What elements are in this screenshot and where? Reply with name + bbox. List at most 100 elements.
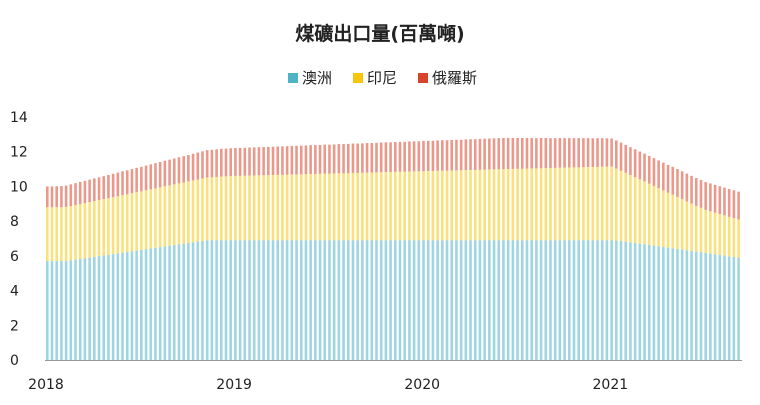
bar-segment-2 [544,168,548,241]
bar-segment-2 [187,181,190,244]
legend: 澳洲 印尼 俄羅斯 [288,69,477,87]
bar-segment-1 [234,240,237,360]
bar-segment-1 [182,243,185,360]
bar-segment-2 [516,168,519,241]
bar-segment-1 [318,240,322,360]
bar-segment-1 [299,240,303,360]
bar-segment-1 [328,240,331,360]
bar-segment-1 [647,244,651,360]
bar-segment-1 [690,251,693,360]
bar-segment-2 [102,199,106,256]
bar-segment-3 [473,139,477,170]
bar-segment-3 [234,148,237,176]
bar-segment-2 [248,175,251,241]
bar-segment-2 [492,169,496,241]
bar-segment-1 [121,252,124,360]
bar-segment-2 [69,206,73,261]
bar-segment-3 [271,146,275,175]
legend-swatch-1 [288,73,298,83]
x-tick-label: 2020 [404,377,440,393]
bar-segment-2 [652,185,656,246]
bar-segment-3 [318,144,322,174]
bar-segment-1 [492,240,496,360]
bar-segment-2 [483,169,486,241]
bar-segment-3 [97,177,101,201]
bar-segment-1 [666,247,670,360]
legend-label-2: 印尼 [367,69,397,87]
bar-segment-3 [506,138,510,170]
bar-segment-1 [699,252,703,360]
bar-segment-2 [445,170,449,241]
bar-segment-2 [154,188,157,248]
y-tick-label: 0 [10,353,19,369]
bar-segment-1 [676,248,679,360]
bar-segment-1 [426,240,430,360]
bar-segment-3 [408,141,411,172]
bar-segment-2 [727,216,731,257]
bar-segment-1 [450,240,454,360]
bar-segment-3 [671,166,675,195]
bar-segment-2 [455,170,458,241]
bar-segment-3 [182,156,185,183]
bar-segment-2 [615,168,618,241]
bar-segment-1 [605,240,609,360]
bar-segment-3 [426,140,430,171]
bar-segment-3 [243,147,247,176]
bar-segment-2 [676,196,679,249]
bar-segment-2 [234,175,237,241]
legend-label-1: 澳洲 [302,69,332,87]
bar-segment-3 [238,147,242,176]
bar-segment-3 [610,138,613,167]
bar-segment-2 [149,189,153,249]
bar-segment-2 [558,167,562,241]
bar-segment-3 [478,138,482,170]
bar-segment-2 [408,171,411,241]
bar-segment-1 [276,240,280,360]
bar-segment-1 [252,240,256,360]
bar-segment-2 [525,168,529,241]
bar-segment-2 [436,170,439,241]
bar-segment-1 [64,261,68,360]
bar-segment-1 [267,240,270,360]
bar-segment-2 [55,207,58,262]
bar-segment-3 [323,144,327,174]
bar-segment-2 [107,198,110,255]
bar-segment-1 [149,248,153,360]
bar-segment-2 [723,215,726,256]
bar-segment-1 [55,261,58,360]
bar-segment-2 [314,173,317,241]
bar-segment-1 [422,240,425,360]
y-axis: 0 2 4 6 8 10 12 14 [10,110,28,369]
bar-segment-1 [629,242,632,360]
bar-segment-2 [121,195,124,253]
bar-segment-3 [455,139,458,171]
bar-segment-1 [365,240,369,360]
bar-segment-2 [713,212,717,255]
bar-segment-3 [365,143,369,173]
bar-segment-1 [375,240,378,360]
bar-segment-3 [361,143,364,173]
bar-segment-3 [662,162,665,191]
bar-segment-2 [694,205,698,252]
bar-segment-1 [50,261,54,360]
bar-segment-1 [408,240,411,360]
bar-segment-2 [638,179,642,244]
bar-segment-1 [459,240,463,360]
y-tick-label: 14 [10,110,28,126]
bar-segment-1 [431,240,435,360]
bar-segment-2 [78,203,82,259]
bar-segment-3 [215,149,218,177]
bar-segment-2 [643,181,646,245]
bar-segment-1 [549,240,552,360]
bar-segment-1 [295,240,298,360]
bar-segment-3 [676,169,679,197]
bar-segment-1 [662,247,665,360]
bar-segment-3 [64,185,68,207]
bar-segment-3 [46,186,49,208]
bar-segment-2 [309,173,312,241]
bar-segment-1 [680,249,684,360]
bar-segment-1 [262,240,265,360]
bar-segment-1 [455,240,458,360]
bar-segment-2 [191,180,195,243]
